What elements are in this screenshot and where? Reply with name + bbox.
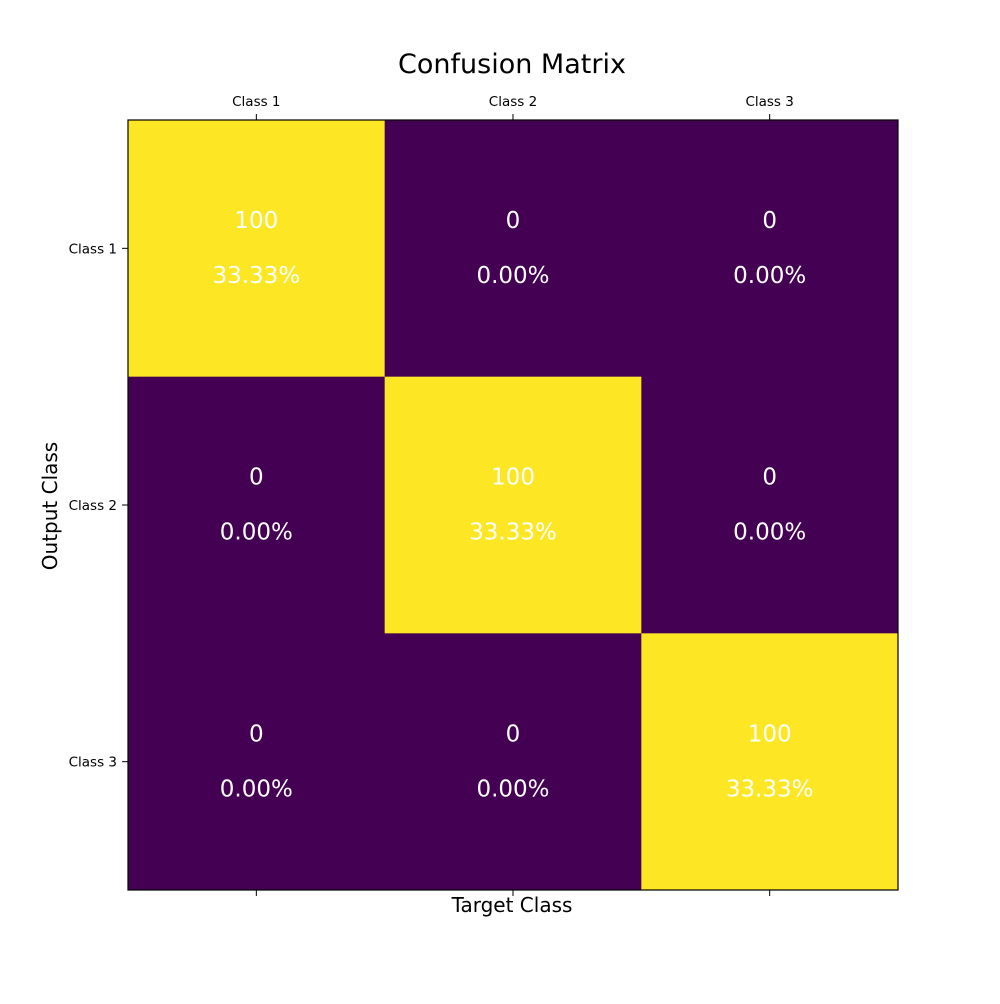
cell-percent-r1-c2: 0.00% (476, 263, 549, 289)
heatmap-cell-r3-c3 (641, 633, 899, 891)
y-tick-label-1: Class 1 (69, 241, 117, 257)
cell-count-r3-c2: 0 (506, 721, 521, 747)
cell-percent-r2-c1: 0.00% (220, 520, 293, 546)
y-tick-label-3: Class 3 (69, 755, 117, 771)
cell-labels: 100 33.33% 0 0.00% 0 0.00% 0 0.00% 100 33.33% 0 0.0… (212, 208, 813, 802)
heatmap-cell-r3-c2 (384, 633, 642, 891)
cell-count-r1-c1: 100 (234, 208, 278, 234)
cell-count-r1-c3: 0 (762, 208, 777, 234)
heatmap-cell-r1-c3 (641, 120, 899, 378)
x-tick-label-1: Class 1 (232, 94, 280, 110)
cell-count-r2-c3: 0 (762, 465, 777, 491)
cell-percent-r1-c3: 0.00% (733, 263, 806, 289)
cell-count-r1-c2: 0 (506, 208, 521, 234)
x-tick-label-3: Class 3 (745, 94, 793, 110)
axis-ticks: Class 1 Class 2 Class 3 Class 1 Class 2 Class… (69, 94, 794, 896)
heatmap-cells (128, 120, 899, 891)
cell-percent-r3-c2: 0.00% (476, 776, 549, 802)
heatmap-cell-r3-c1 (128, 633, 386, 891)
y-axis-label: Output Class (38, 442, 62, 570)
chart-title: Confusion Matrix (398, 49, 626, 80)
heatmap-cell-r2-c1 (128, 376, 386, 634)
cell-count-r3-c3: 100 (748, 721, 792, 747)
heatmap-cell-r1-c1 (128, 120, 386, 378)
x-axis-label: Target Class (451, 893, 573, 917)
cell-percent-r2-c3: 0.00% (733, 520, 806, 546)
cell-percent-r3-c1: 0.00% (220, 776, 293, 802)
cell-count-r2-c2: 100 (491, 465, 535, 491)
cell-count-r3-c1: 0 (249, 721, 264, 747)
cell-percent-r1-c1: 33.33% (212, 263, 300, 289)
heatmap-cell-r2-c3 (641, 376, 899, 634)
heatmap-cell-r1-c2 (384, 120, 642, 378)
cell-percent-r2-c2: 33.33% (469, 520, 557, 546)
heatmap-cell-r2-c2 (384, 376, 642, 634)
cell-percent-r3-c3: 33.33% (726, 776, 814, 802)
x-tick-label-2: Class 2 (489, 94, 537, 110)
y-tick-label-2: Class 2 (69, 498, 117, 514)
cell-count-r2-c1: 0 (249, 465, 264, 491)
